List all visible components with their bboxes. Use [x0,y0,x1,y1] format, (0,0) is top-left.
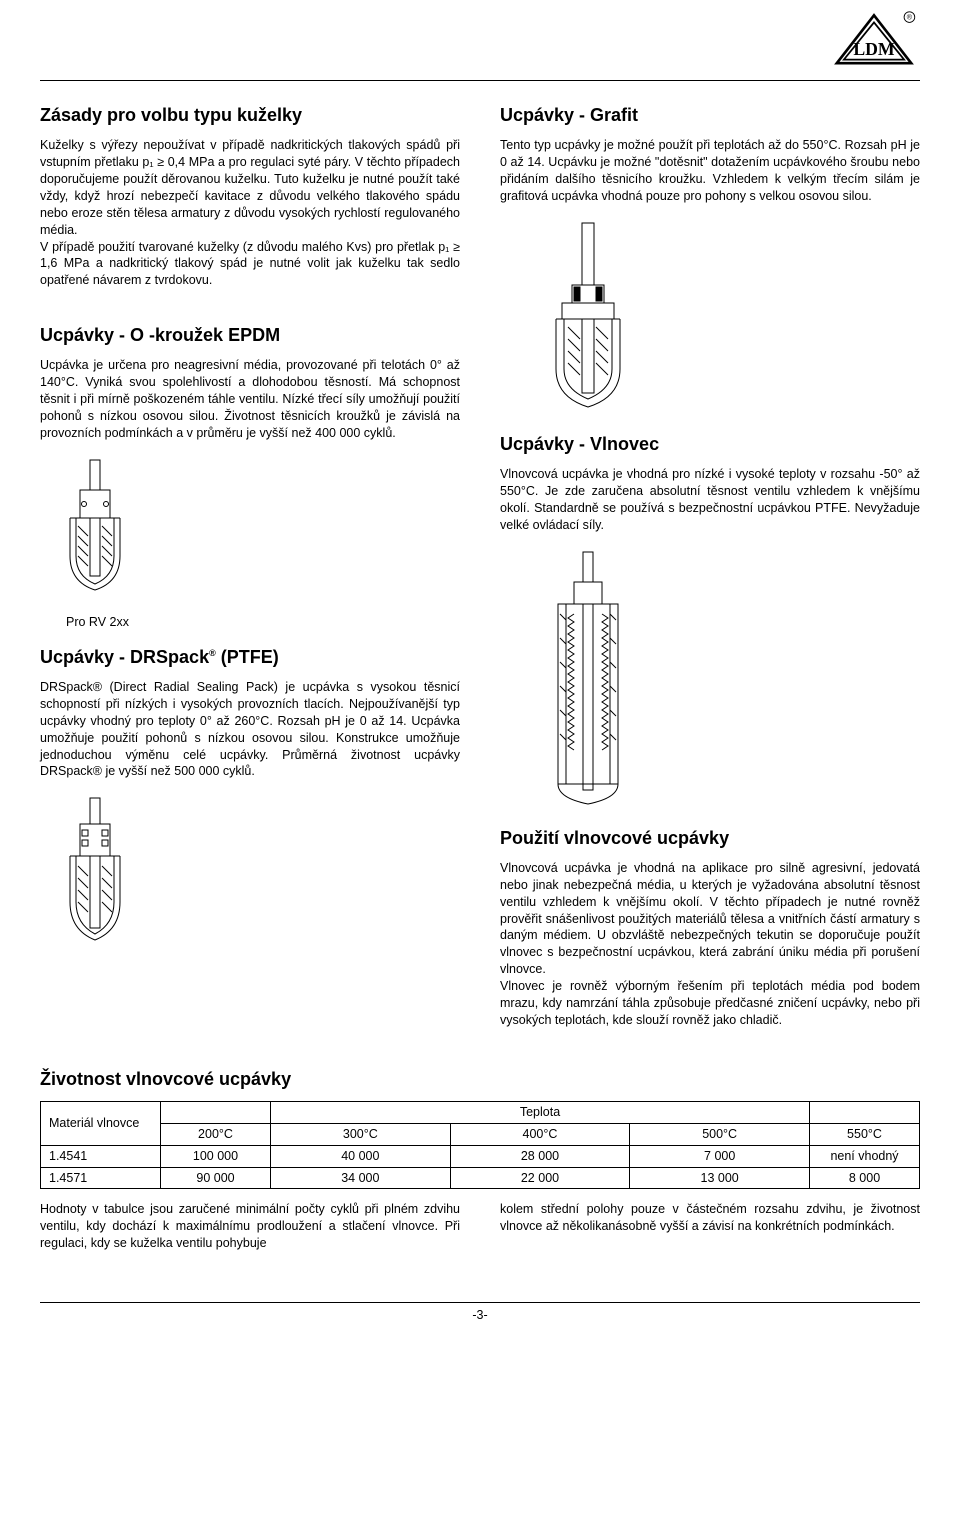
th-material: Materiál vlnovce [41,1101,161,1145]
para-epdm: Ucpávka je určena pro neagresivní média,… [40,357,460,441]
heading-vlnovec: Ucpávky - Vlnovec [500,432,920,456]
heading-epdm: Ucpávky - O -kroužek EPDM [40,323,460,347]
para-below-left: Hodnoty v tabulce jsou zaručené minimáln… [40,1201,460,1252]
temp-col-0: 200°C [161,1123,271,1145]
temp-col-2: 400°C [450,1123,630,1145]
table-row: 1.4571 90 000 34 000 22 000 13 000 8 000 [41,1167,920,1189]
para-drspack: DRSpack® (Direct Radial Sealing Pack) je… [40,679,460,780]
page-number: -3- [472,1308,487,1322]
para-grafit: Tento typ ucpávky je možné použít při te… [500,137,920,205]
figure-grafit-seal [528,219,920,414]
heading-zasady: Zásady pro volbu typu kuželky [40,103,460,127]
figure-drspack-seal [40,794,460,949]
table-row: 1.4541 100 000 40 000 28 000 7 000 není … [41,1145,920,1167]
ldm-logo: LDM ® [828,10,920,72]
temp-col-4: 550°C [810,1123,920,1145]
heading-pouziti-vlnovec: Použití vlnovcové ucpávky [500,826,920,850]
lifetime-table: Materiál vlnovce Teplota 200°C 300°C 400… [40,1101,920,1190]
para-vlnovec: Vlnovcová ucpávka je vhodná pro nízké i … [500,466,920,534]
figure-vlnovec-seal [528,548,920,808]
para-pouziti-vlnovec: Vlnovcová ucpávka je vhodná na aplikace … [500,860,920,1029]
svg-text:LDM: LDM [853,39,895,59]
para-zasady: Kuželky s výřezy nepoužívat v případě na… [40,137,460,289]
caption-rv2xx: Pro RV 2xx [66,614,460,631]
figure-epdm-seal [40,456,460,596]
heading-zivotnost: Životnost vlnovcové ucpávky [40,1067,920,1091]
temp-col-1: 300°C [271,1123,451,1145]
th-temp: Teplota [271,1101,810,1123]
svg-text:®: ® [907,14,913,22]
heading-drspack: Ucpávky - DRSpack® (PTFE) [40,645,460,669]
temp-col-3: 500°C [630,1123,810,1145]
heading-grafit: Ucpávky - Grafit [500,103,920,127]
para-below-right: kolem střední polohy pouze v částečném r… [500,1201,920,1252]
